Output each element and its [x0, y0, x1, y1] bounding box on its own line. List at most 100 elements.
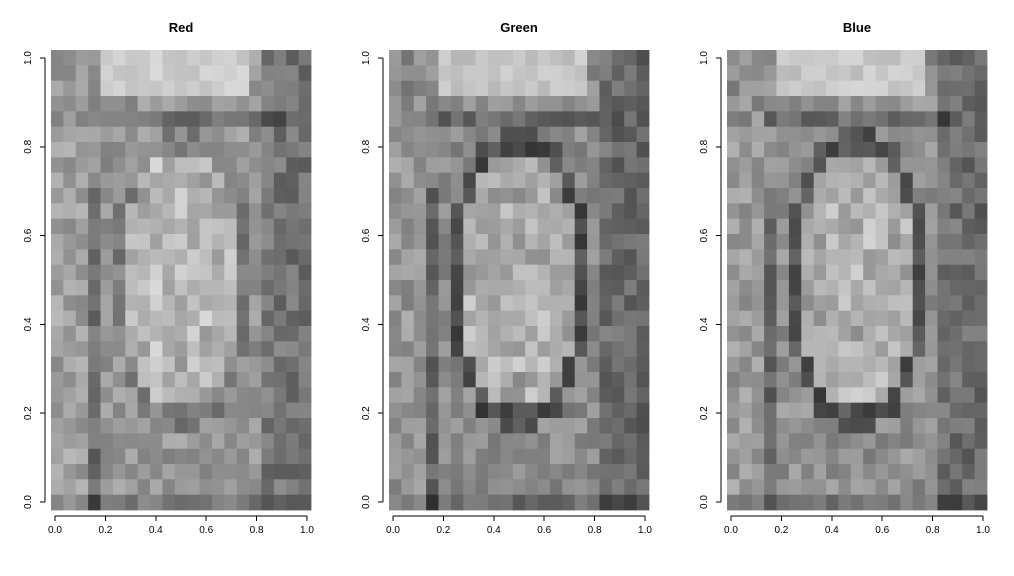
heatmap-cell: [913, 280, 926, 296]
heatmap-cell: [274, 234, 287, 250]
heatmap-cell: [612, 219, 625, 235]
heatmap-cell: [888, 357, 901, 373]
heatmap-cell: [851, 157, 864, 173]
heatmap-cell: [175, 173, 188, 189]
heatmap-cell: [76, 280, 89, 296]
heatmap-cell: [162, 188, 175, 204]
heatmap-cell: [401, 311, 414, 327]
heatmap-cell: [299, 265, 312, 281]
heatmap-cell: [138, 173, 151, 189]
heatmap-cell: [463, 249, 476, 265]
heatmap-cell: [150, 433, 163, 449]
heatmap-cell: [752, 50, 765, 66]
heatmap-cell: [637, 479, 650, 495]
heatmap-cell: [187, 403, 200, 419]
heatmap-cell: [500, 357, 513, 373]
heatmap-cell: [624, 234, 637, 250]
heatmap-cell: [612, 127, 625, 143]
heatmap-cell: [612, 372, 625, 388]
heatmap-cell: [925, 479, 938, 495]
heatmap-cell: [550, 280, 563, 296]
heatmap-cell: [476, 479, 489, 495]
heatmap-cell: [162, 495, 175, 511]
heatmap-cell: [777, 142, 790, 158]
heatmap-cell: [439, 234, 452, 250]
panel-title: Red: [169, 20, 194, 35]
heatmap-cell: [925, 96, 938, 112]
heatmap-cell: [739, 111, 752, 127]
heatmap-cell: [51, 479, 64, 495]
heatmap-cell: [925, 403, 938, 419]
x-tick-label: 0.6: [875, 525, 889, 536]
heatmap-cell: [286, 449, 299, 465]
heatmap-cell: [801, 464, 814, 480]
heatmap-cell: [814, 387, 827, 403]
heatmap-cell: [51, 357, 64, 373]
heatmap-cell: [500, 479, 513, 495]
heatmap-cell: [975, 479, 988, 495]
heatmap-cell: [125, 234, 138, 250]
heatmap-cell: [863, 96, 876, 112]
heatmap-cell: [801, 295, 814, 311]
heatmap-cell: [237, 418, 250, 434]
heatmap-cell: [162, 418, 175, 434]
heatmap-cell: [550, 127, 563, 143]
heatmap-cell: [299, 449, 312, 465]
heatmap-cell: [727, 142, 740, 158]
heatmap-cell: [212, 249, 225, 265]
heatmap-cell: [599, 50, 612, 66]
heatmap-cell: [237, 173, 250, 189]
heatmap-cell: [51, 50, 64, 66]
heatmap-cell: [562, 50, 575, 66]
heatmap-cell: [162, 372, 175, 388]
heatmap-cell: [476, 50, 489, 66]
x-tick-label: 0.2: [774, 525, 788, 536]
heatmap-cell: [950, 249, 963, 265]
heatmap-cell: [200, 433, 213, 449]
heatmap-cell: [249, 326, 262, 342]
heatmap-cell: [851, 357, 864, 373]
heatmap-cell: [962, 219, 975, 235]
heatmap-cell: [274, 479, 287, 495]
heatmap-cell: [286, 311, 299, 327]
heatmap-cell: [599, 341, 612, 357]
heatmap-cell: [900, 433, 913, 449]
heatmap-cell: [550, 173, 563, 189]
heatmap-cell: [975, 372, 988, 388]
heatmap-cell: [212, 341, 225, 357]
heatmap-cell: [764, 403, 777, 419]
heatmap-cell: [476, 326, 489, 342]
heatmap-cell: [789, 219, 802, 235]
heatmap-cell: [777, 387, 790, 403]
y-tick-label: 0.0: [699, 495, 710, 509]
heatmap-cell: [500, 234, 513, 250]
heatmap-cell: [274, 249, 287, 265]
heatmap-cell: [888, 65, 901, 81]
heatmap-cell: [538, 50, 551, 66]
heatmap-cell: [261, 142, 274, 158]
heatmap-cell: [88, 418, 101, 434]
heatmap-cell: [488, 295, 501, 311]
heatmap-cell: [138, 464, 151, 480]
heatmap-cell: [463, 127, 476, 143]
heatmap-cell: [599, 157, 612, 173]
heatmap-cell: [950, 81, 963, 97]
heatmap-cell: [125, 96, 138, 112]
heatmap-cell: [752, 203, 765, 219]
heatmap-cell: [925, 81, 938, 97]
heatmap-cell: [299, 495, 312, 511]
heatmap-cell: [51, 372, 64, 388]
heatmap-cell: [575, 341, 588, 357]
heatmap-cell: [962, 341, 975, 357]
y-tick-label: 0.8: [361, 139, 372, 153]
heatmap-cell: [274, 142, 287, 158]
heatmap-cell: [113, 249, 126, 265]
heatmap-cell: [414, 65, 427, 81]
heatmap-cell: [212, 433, 225, 449]
heatmap-cell: [451, 111, 464, 127]
heatmap-cell: [863, 495, 876, 511]
heatmap-cell: [488, 357, 501, 373]
heatmap-cell: [975, 142, 988, 158]
heatmap-cell: [439, 418, 452, 434]
heatmap-cell: [587, 265, 600, 281]
